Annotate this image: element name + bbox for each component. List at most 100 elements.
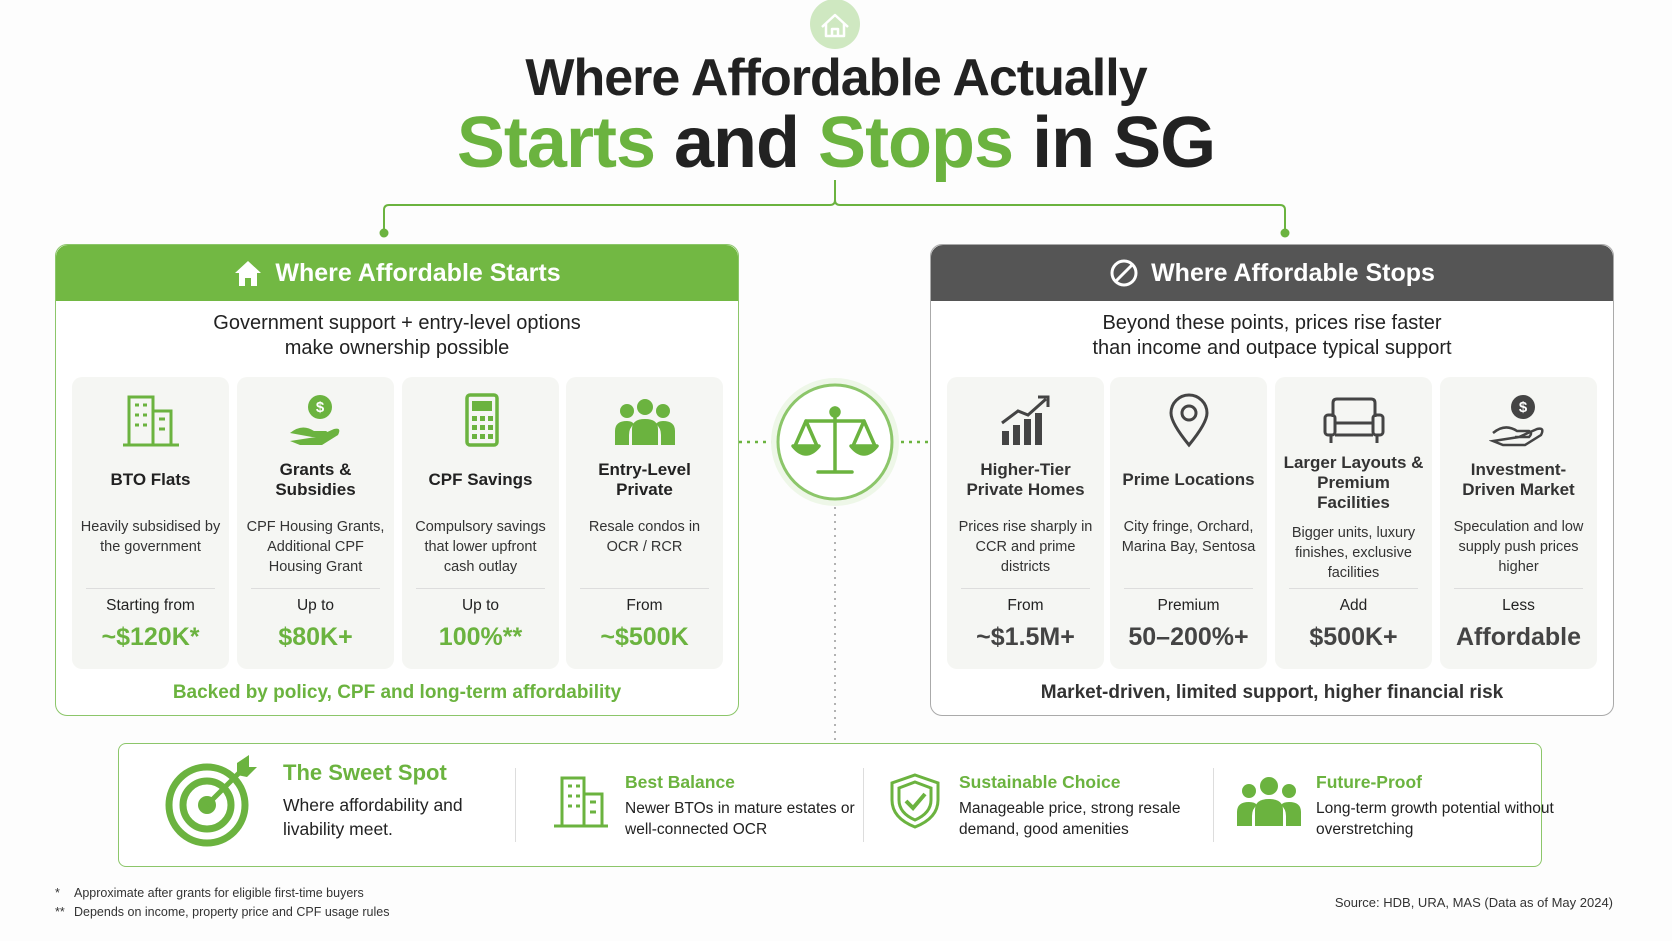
- footnote-text: Approximate after grants for eligible fi…: [74, 886, 364, 900]
- card-description: Bigger units, luxury finishes, exclusive…: [1291, 525, 1416, 581]
- card-icon: [1110, 393, 1267, 453]
- title-word: and: [674, 103, 800, 183]
- card: Higher-Tier Private Homes Prices rise sha…: [947, 377, 1104, 669]
- separator: [863, 768, 864, 842]
- panel-footer: Market-driven, limited support, higher f…: [1040, 682, 1504, 703]
- card-description: Heavily subsidised by the government: [80, 519, 221, 555]
- card-label: Premium: [1157, 597, 1220, 614]
- card-value: Affordable: [1456, 623, 1581, 651]
- card-divider: [961, 588, 1090, 589]
- building-icon: [554, 776, 608, 828]
- card-icon: $: [237, 393, 394, 453]
- card-label: Starting from: [106, 597, 195, 614]
- card-divider: [580, 588, 709, 589]
- card-icon: [402, 393, 559, 453]
- card: Prime Locations City fringe, Orchard, Mar…: [1110, 377, 1267, 669]
- card-icon: [1275, 393, 1432, 453]
- card-title: Entry-Level Private: [598, 460, 691, 499]
- left-panel-header: Where Affordable Starts: [56, 245, 738, 301]
- card-text: Grants & Subsidies CPF Housing Grants, Ad…: [243, 453, 388, 588]
- people-icon: [1237, 777, 1301, 826]
- title-word: Stops: [818, 103, 1014, 183]
- card-description: Prices rise sharply in CCR and prime dis…: [958, 519, 1093, 575]
- card: Larger Layouts & Premium Facilities Bigge…: [1275, 377, 1432, 669]
- right-panel-header: Where Affordable Stops: [931, 245, 1613, 301]
- card-value: ~$1.5M+: [976, 623, 1075, 651]
- panel-footer: Backed by policy, CPF and long-term affo…: [172, 682, 622, 703]
- card-text: Larger Layouts & Premium Facilities Bigge…: [1281, 453, 1426, 588]
- card-label: From: [626, 597, 663, 614]
- card-divider: [1289, 588, 1418, 589]
- card-description: Resale condos in OCR / RCR: [588, 519, 701, 555]
- card-divider: [416, 588, 545, 589]
- card-divider: [1124, 588, 1253, 589]
- card-label: Less: [1502, 597, 1535, 614]
- card-label: Up to: [461, 597, 500, 614]
- card-divider: [251, 588, 380, 589]
- card-text: CPF Savings Compulsory savings that lower…: [408, 453, 553, 588]
- card-description: City fringe, Orchard, Marina Bay, Sentos…: [1121, 519, 1256, 555]
- card-icon: $: [1440, 393, 1597, 453]
- card-text: BTO Flats Heavily subsidised by the gover…: [78, 453, 223, 588]
- card-divider: [86, 588, 215, 589]
- card-value: ~$500K: [600, 623, 689, 651]
- separator: [515, 768, 516, 842]
- sweet-spot-box: [118, 743, 1542, 867]
- card-text: Investment-Driven Market Speculation and …: [1446, 453, 1591, 588]
- title-word: Starts: [456, 103, 656, 183]
- card-value: 100%**: [438, 623, 523, 651]
- card-title: Investment-Driven Market: [1462, 460, 1575, 499]
- panel-subtitle: Government support + entry-level options…: [213, 312, 581, 359]
- card: CPF Savings Compulsory savings that lower…: [402, 377, 559, 669]
- source: Source: HDB, URA, MAS (Data as of May 20…: [1334, 895, 1613, 910]
- card-title: Larger Layouts & Premium Facilities: [1283, 453, 1424, 512]
- item-description: Newer BTOs in mature estates or well-con…: [625, 800, 855, 838]
- panel-title: Where Affordable Starts: [275, 258, 561, 287]
- card: $ Investment-Driven Market Speculation and…: [1440, 377, 1597, 669]
- card-value: 50–200%+: [1128, 623, 1249, 651]
- card-icon: [72, 393, 229, 453]
- card-title: CPF Savings: [428, 470, 533, 489]
- panel-subtitle: Beyond these points, prices rise faster …: [1092, 312, 1452, 359]
- item-title: Best Balance: [625, 772, 735, 792]
- card-description: CPF Housing Grants, Additional CPF Housi…: [246, 519, 385, 575]
- card-description: Speculation and low supply push prices h…: [1453, 519, 1584, 575]
- card: BTO Flats Heavily subsidised by the gover…: [72, 377, 229, 669]
- separator: [1213, 768, 1214, 842]
- svg-text:$: $: [315, 399, 324, 416]
- card-value: $500K+: [1309, 623, 1398, 651]
- card-value: ~$120K*: [101, 623, 200, 651]
- card-text: Entry-Level Private Resale condos in OCR …: [572, 453, 717, 588]
- card-description: Compulsory savings that lower upfront ca…: [415, 519, 546, 575]
- card-title: BTO Flats: [110, 470, 191, 489]
- footnote-text: Depends on income, property price and CP…: [74, 905, 390, 919]
- card-label: Add: [1339, 597, 1368, 614]
- item-title: Sustainable Choice: [959, 772, 1121, 792]
- sweet-spot-description: Where affordability and livability meet.: [283, 795, 463, 839]
- card-title: Prime Locations: [1122, 470, 1255, 489]
- card-divider: [1454, 588, 1583, 589]
- shield-icon: [890, 773, 940, 829]
- title-line-1: Where Affordable Actually: [525, 49, 1147, 107]
- card-title: Higher-Tier Private Homes: [966, 460, 1085, 499]
- target-icon: [165, 755, 257, 847]
- card: $ Grants & Subsidies CPF Housing Grants, A…: [237, 377, 394, 669]
- card-icon: [566, 393, 723, 453]
- sweet-spot-title: The Sweet Spot: [283, 760, 447, 785]
- item-title: Future-Proof: [1316, 772, 1422, 792]
- card-text: Prime Locations City fringe, Orchard, Mar…: [1116, 453, 1261, 588]
- card-icon: [947, 393, 1104, 453]
- card-text: Higher-Tier Private Homes Prices rise sha…: [953, 453, 1098, 588]
- panel-title: Where Affordable Stops: [1151, 258, 1435, 287]
- title-line-2: Starts and Stops in SG: [0, 102, 1672, 184]
- footnote-mark: *: [55, 886, 60, 900]
- card-value: $80K+: [278, 623, 353, 651]
- footnote-mark: **: [55, 905, 65, 919]
- item-description: Manageable price, strong resale demand, …: [959, 800, 1181, 838]
- card: Entry-Level Private Resale condos in OCR …: [566, 377, 723, 669]
- card-title: Grants & Subsidies: [275, 460, 356, 499]
- title-word: in SG: [1032, 103, 1216, 183]
- item-description: Long-term growth potential without overs…: [1316, 800, 1554, 838]
